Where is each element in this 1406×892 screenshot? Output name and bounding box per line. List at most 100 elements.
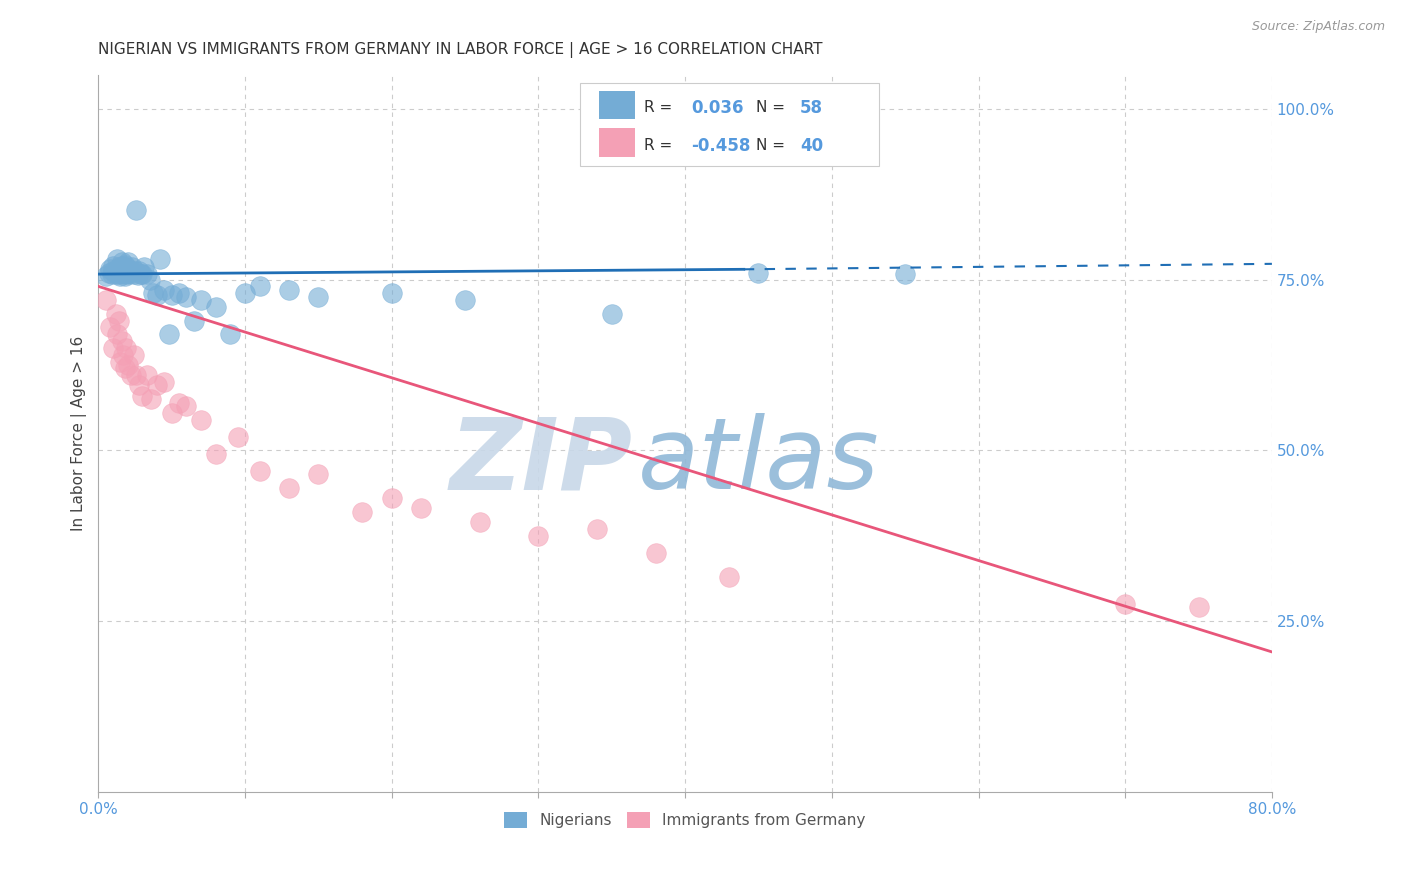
Point <box>153 375 176 389</box>
Text: -0.458: -0.458 <box>690 136 751 154</box>
Point <box>131 389 153 403</box>
Point <box>586 522 609 536</box>
Point <box>1187 600 1209 615</box>
FancyBboxPatch shape <box>599 91 634 120</box>
Point <box>190 412 212 426</box>
Point <box>718 570 741 584</box>
Point <box>226 430 249 444</box>
Point <box>98 320 121 334</box>
Point <box>146 378 169 392</box>
Point <box>167 395 190 409</box>
Point <box>111 255 134 269</box>
Point <box>108 267 131 281</box>
Point <box>352 505 374 519</box>
Y-axis label: In Labor Force | Age > 16: In Labor Force | Age > 16 <box>72 335 87 531</box>
Point <box>125 368 148 383</box>
Point <box>307 467 329 482</box>
Point <box>122 348 145 362</box>
Point <box>121 260 143 275</box>
Point <box>128 263 150 277</box>
Point <box>101 341 124 355</box>
Point <box>117 255 139 269</box>
Point <box>409 501 432 516</box>
Point <box>104 267 127 281</box>
Point <box>381 491 404 505</box>
Text: 58: 58 <box>800 99 823 117</box>
Point <box>278 481 301 495</box>
Text: R =: R = <box>644 101 678 115</box>
Point <box>115 260 138 275</box>
Point <box>111 334 134 348</box>
Text: NIGERIAN VS IMMIGRANTS FROM GERMANY IN LABOR FORCE | AGE > 16 CORRELATION CHART: NIGERIAN VS IMMIGRANTS FROM GERMANY IN L… <box>98 42 823 58</box>
Point <box>160 287 183 301</box>
Point <box>110 262 132 277</box>
Point <box>167 286 190 301</box>
Point <box>114 269 136 284</box>
Point <box>153 283 176 297</box>
Point <box>138 272 160 286</box>
Point <box>381 286 404 301</box>
Text: Source: ZipAtlas.com: Source: ZipAtlas.com <box>1251 20 1385 33</box>
Point <box>110 269 132 284</box>
Point <box>100 267 122 281</box>
Point <box>115 341 138 355</box>
Point <box>118 267 141 281</box>
Point <box>122 267 145 281</box>
Point <box>249 279 271 293</box>
Point <box>135 267 157 281</box>
FancyBboxPatch shape <box>599 128 634 157</box>
Point <box>204 300 226 314</box>
Point <box>127 268 149 283</box>
Point <box>107 252 129 266</box>
Point <box>747 266 769 280</box>
Point <box>190 293 212 307</box>
Point <box>108 260 131 275</box>
Point <box>117 358 139 372</box>
Point <box>124 264 146 278</box>
Point <box>104 307 127 321</box>
Point <box>468 515 491 529</box>
Point <box>97 266 120 280</box>
Point <box>527 529 550 543</box>
Point <box>94 269 117 284</box>
Point <box>120 264 142 278</box>
Point <box>183 313 205 327</box>
Point <box>644 546 666 560</box>
Point <box>142 286 165 301</box>
Legend: Nigerians, Immigrants from Germany: Nigerians, Immigrants from Germany <box>498 806 872 835</box>
Point <box>176 399 198 413</box>
Point <box>157 327 180 342</box>
Point <box>125 202 148 217</box>
Point <box>135 368 157 383</box>
Point <box>111 259 134 273</box>
Point <box>107 327 129 342</box>
Point <box>120 368 142 383</box>
Point <box>141 392 163 406</box>
Point <box>112 264 135 278</box>
Text: R =: R = <box>644 138 678 153</box>
Point <box>160 406 183 420</box>
Point <box>131 267 153 281</box>
Point <box>233 286 256 301</box>
Point <box>146 287 169 301</box>
Point <box>128 378 150 392</box>
Point <box>98 262 121 277</box>
Text: N =: N = <box>755 101 789 115</box>
Text: atlas: atlas <box>638 414 880 510</box>
Point <box>114 361 136 376</box>
Point <box>600 307 623 321</box>
Text: ZIP: ZIP <box>450 414 633 510</box>
Point <box>249 464 271 478</box>
Point <box>219 327 242 342</box>
Point <box>101 264 124 278</box>
Point <box>132 260 155 275</box>
Point <box>101 259 124 273</box>
Point <box>204 447 226 461</box>
Point <box>114 267 136 281</box>
Point <box>278 283 301 297</box>
Point <box>112 348 135 362</box>
Point <box>1114 597 1136 611</box>
Point <box>117 266 139 280</box>
Point <box>111 266 134 280</box>
Point <box>112 260 135 275</box>
